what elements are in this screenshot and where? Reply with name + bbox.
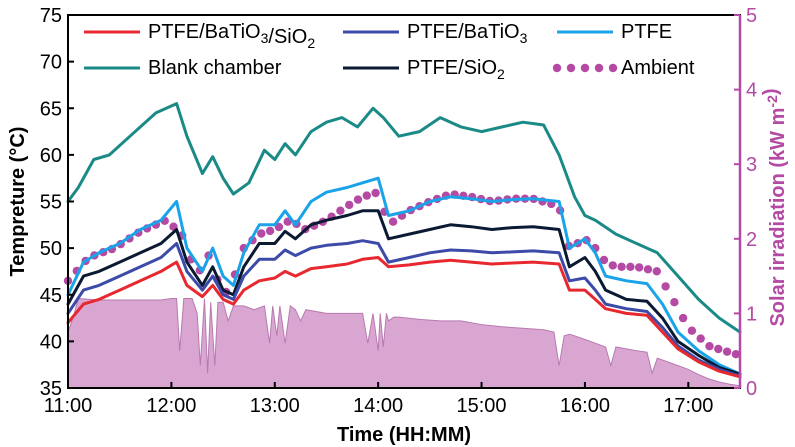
x-tick-label: 15:00 (457, 395, 507, 417)
series-ambient-point (696, 334, 705, 343)
series-ambient-point (731, 350, 741, 359)
series-ambient-point (643, 265, 653, 274)
y-tick-label: 75 (40, 5, 62, 27)
x-tick-label: 12:00 (146, 395, 196, 417)
x-tick-label: 14:00 (353, 395, 403, 417)
series-blank-chamber (66, 102, 742, 334)
series-lines (63, 102, 742, 379)
legend-marker (594, 63, 604, 73)
series-ambient-point (626, 262, 635, 271)
series-ambient-point (714, 344, 723, 354)
x-tick-label: 11:00 (44, 395, 93, 417)
y-tick-label: 45 (40, 285, 62, 307)
series-ptfe-batio-sio (66, 256, 742, 379)
series-ambient-point (362, 191, 371, 200)
y-right-tick-label: 3 (746, 154, 757, 176)
y-tick-label: 65 (40, 98, 62, 120)
legend-label: PTFE/BaTiO3 (407, 21, 528, 46)
y-tick-label: 55 (40, 192, 62, 214)
series-ambient-point (687, 326, 697, 335)
y-right-tick-label: 4 (746, 80, 757, 102)
y-right-tick-label: 0 (746, 378, 757, 400)
series-ambient-point (661, 282, 670, 291)
y-tick-label: 40 (40, 331, 62, 353)
legend-label: PTFE (621, 21, 672, 43)
series-ambient-point (652, 267, 661, 276)
x-tick-label: 16:00 (560, 395, 610, 417)
x-tick-label: 13:00 (250, 395, 300, 417)
series-ptfe-batio (66, 239, 742, 378)
legend-marker (566, 63, 576, 73)
solar-irradiation-area (67, 297, 741, 389)
y-right-tick-label: 2 (746, 229, 757, 251)
series-ambient-point (388, 217, 398, 226)
series-ambient-point (608, 261, 617, 270)
y-tick-label: 60 (40, 145, 62, 167)
series-ambient-point (265, 226, 275, 236)
y-right-tick-label: 5 (746, 5, 757, 27)
series-ambient-point (635, 263, 644, 272)
series-ambient-point (705, 342, 714, 351)
legend-label: PTFE/SiO2 (407, 57, 505, 82)
legend-item-ptfe: PTFE (557, 21, 672, 43)
series-ptfe-sio (66, 209, 742, 376)
series-ambient-point (345, 200, 354, 210)
legend-item-ptfe-batio-sio: PTFE/BaTiO3/SiO2 (84, 21, 315, 51)
series-ambient-point (599, 255, 609, 265)
y-axis-title: Tempreture (°C) (7, 127, 29, 277)
legend: PTFE/BaTiO3/SiO2 PTFE/BaTiO3 PTFE Blank cha… (84, 21, 695, 82)
series-ambient-point (257, 229, 266, 238)
legend-marker (608, 63, 618, 73)
legend-item-ptfe-sio: PTFE/SiO2 (343, 57, 505, 82)
legend-marker (580, 63, 590, 73)
legend-item-ptfe-batio: PTFE/BaTiO3 (343, 21, 528, 46)
y-tick-label: 70 (40, 52, 62, 74)
series-ambient-point (670, 298, 679, 307)
x-tick-label: 17:00 (663, 395, 713, 417)
x-axis-title: Time (HH:MM) (337, 424, 471, 446)
legend-item-ambient: Ambient (552, 57, 695, 79)
series-ptfe (66, 176, 742, 376)
series-solar-irradiation (67, 297, 741, 389)
axis-ticks: 11:00 12:00 13:00 14:00 15:00 16:00 17:00 35 40 4… (40, 5, 714, 417)
y-tick-label: 50 (40, 238, 62, 260)
y-right-tick-label: 1 (746, 303, 757, 325)
series-ambient-point (678, 313, 688, 323)
series-ambient-point (722, 347, 732, 356)
series-ambient-point (353, 195, 363, 204)
series-ambient-point (336, 206, 345, 215)
series-ambient-point (617, 262, 626, 271)
y-axis-right-title: Solar irradiation (kW m-2) (760, 88, 789, 326)
legend-label: PTFE/BaTiO3/SiO2 (148, 21, 315, 51)
legend-label: Ambient (621, 57, 695, 79)
legend-marker (552, 63, 562, 73)
y-tick-label: 35 (40, 378, 62, 400)
series-ambient-point (274, 222, 284, 232)
legend-label: Blank chamber (148, 57, 282, 79)
right-axis: 0 1 2 3 4 5 (734, 5, 757, 400)
series-ambient-point (371, 188, 380, 198)
legend-item-blank-chamber: Blank chamber (84, 57, 282, 79)
